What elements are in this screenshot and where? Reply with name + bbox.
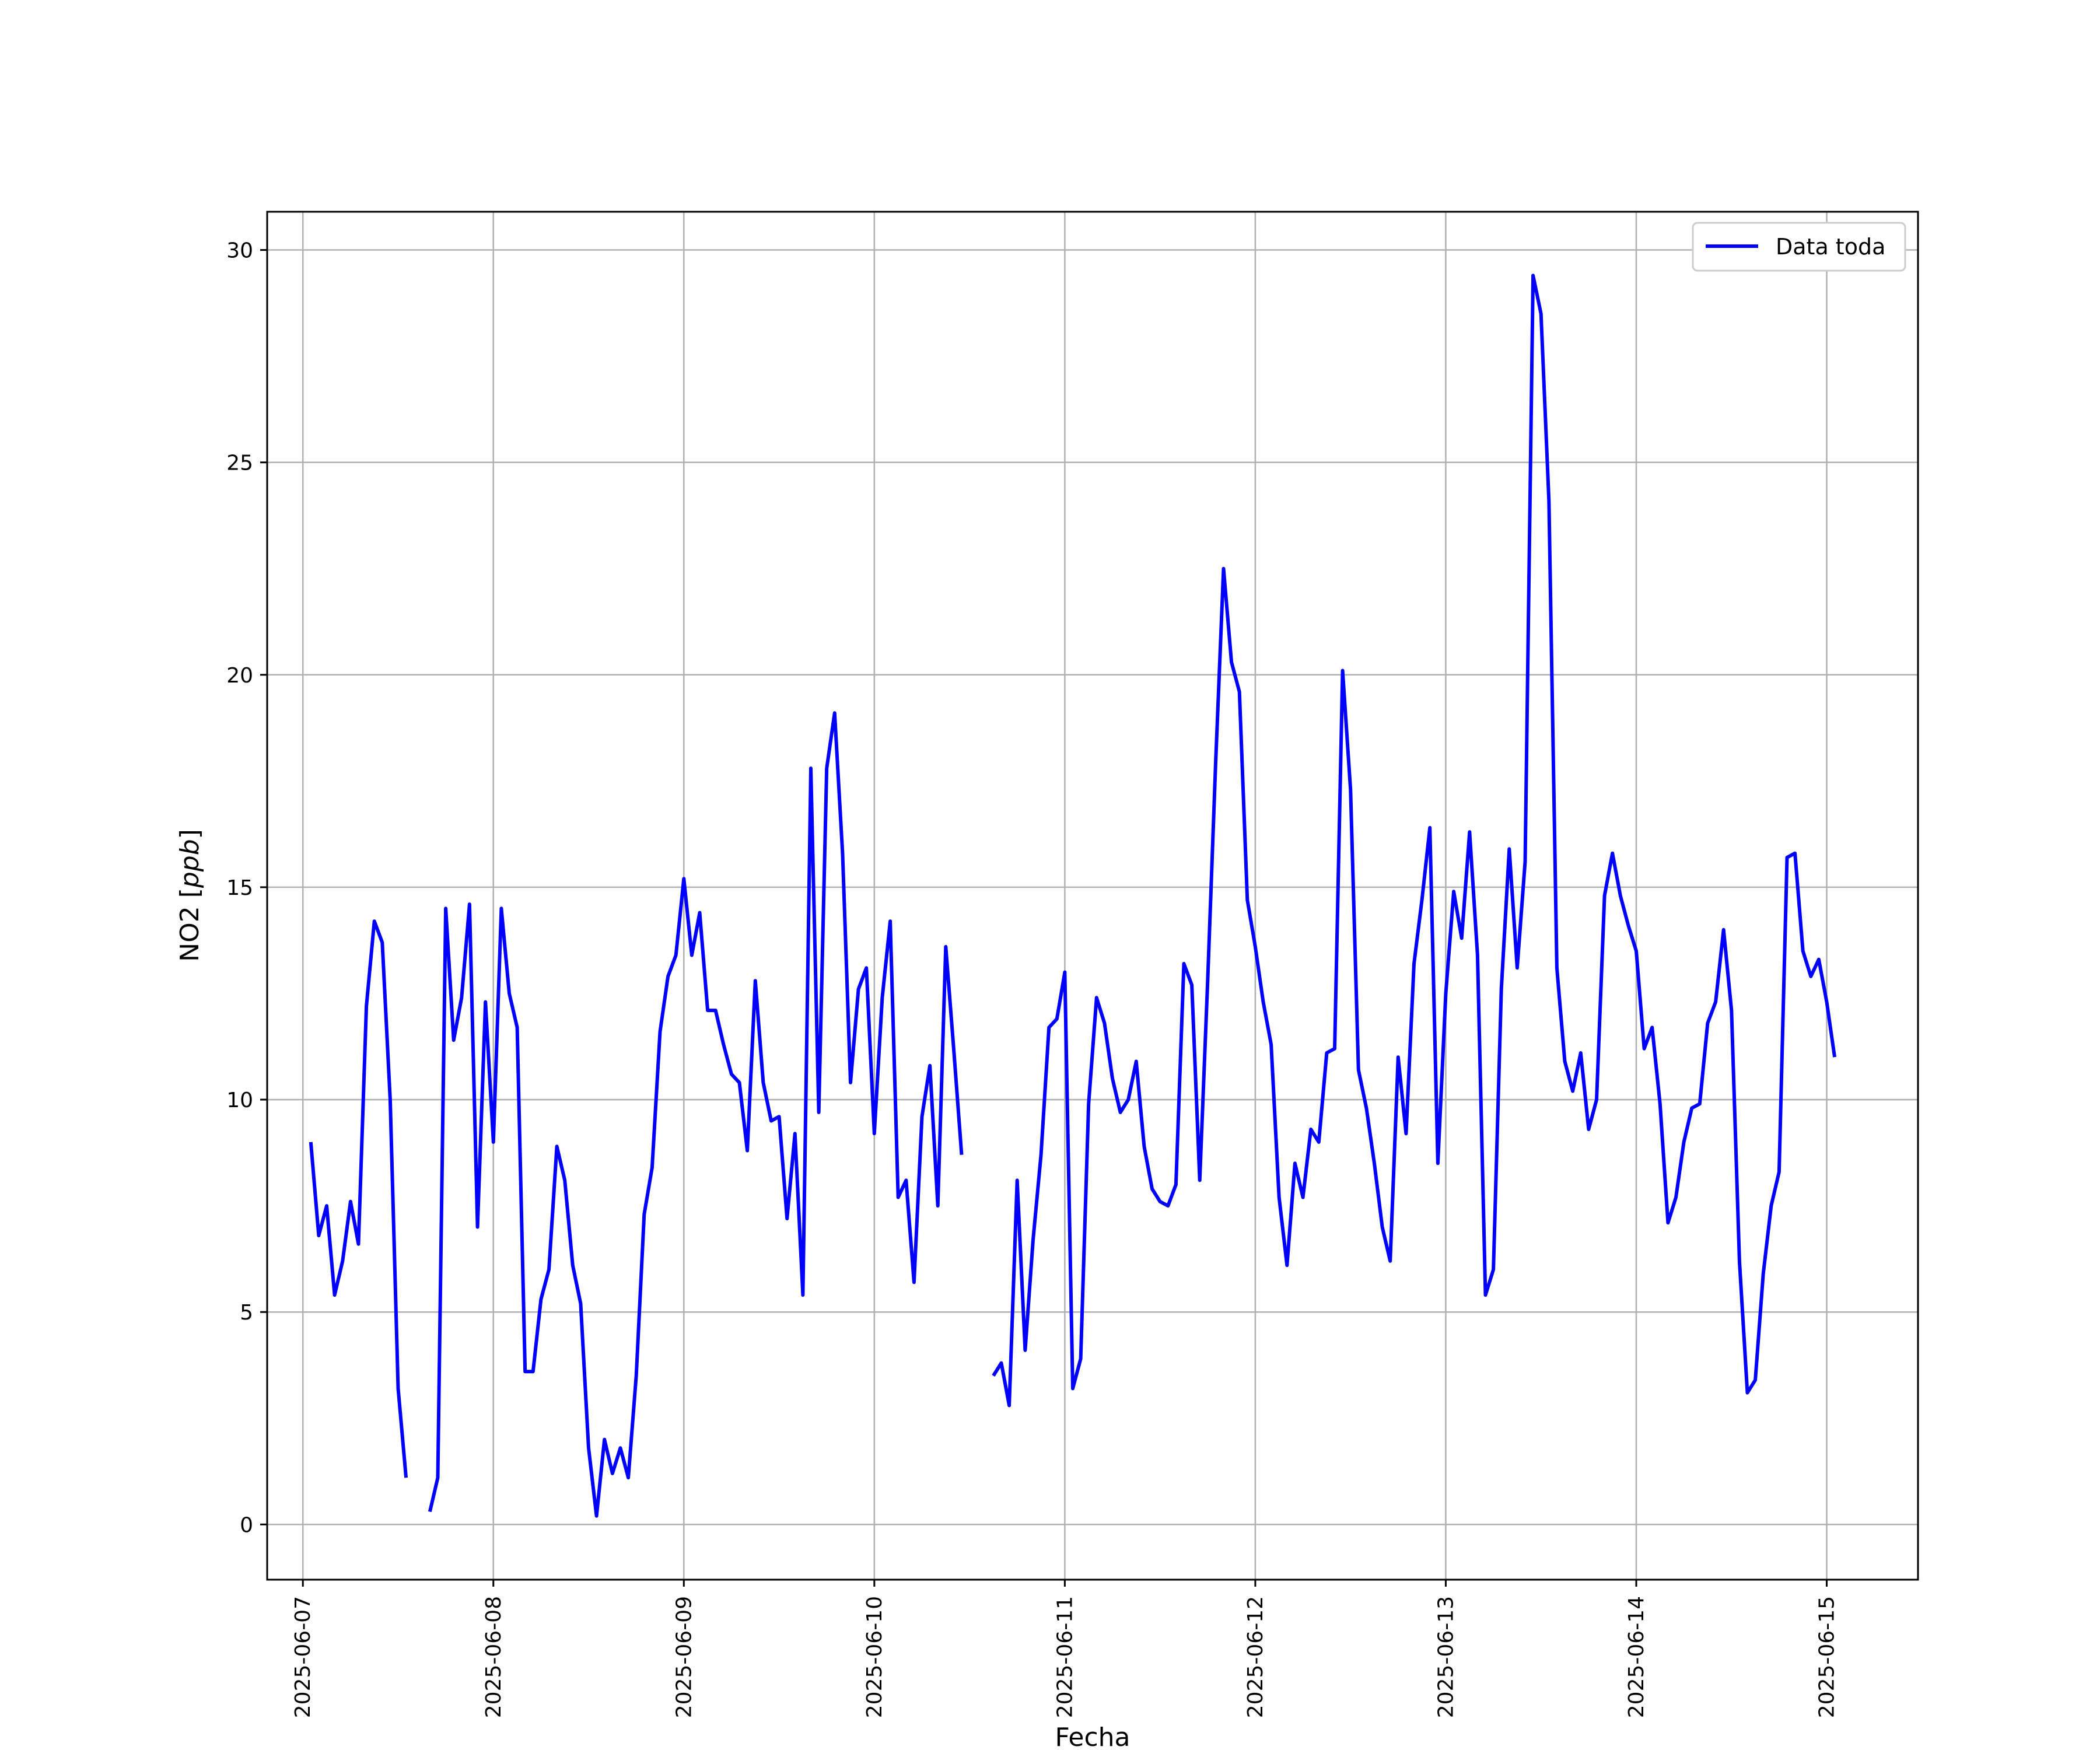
series-line-segment-1 <box>428 711 964 1518</box>
y-tick-label: 20 <box>226 664 253 688</box>
x-tick-label: 2025-06-12 <box>1244 1596 1268 1718</box>
x-tick-label: 2025-06-15 <box>1815 1596 1839 1718</box>
y-axis-label-main: NO2 [ <box>175 888 205 962</box>
x-tick-label: 2025-06-14 <box>1625 1596 1648 1718</box>
x-tick-label: 2025-06-09 <box>672 1596 696 1718</box>
y-tick-label: 25 <box>226 452 253 475</box>
legend-box <box>1692 222 1906 272</box>
y-axis-label-unit: ppb <box>175 839 205 888</box>
grid-lines <box>267 212 1918 1580</box>
x-tick-label: 2025-06-10 <box>863 1596 887 1718</box>
x-tick-label: 2025-06-13 <box>1434 1596 1458 1718</box>
x-tick-label: 2025-06-07 <box>291 1596 315 1718</box>
series-layer <box>309 274 1837 1518</box>
x-tick-label: 2025-06-11 <box>1053 1596 1077 1718</box>
legend: Data toda <box>1692 222 1906 272</box>
series-line-segment-2 <box>992 274 1837 1408</box>
y-axis-label-close: ] <box>175 829 205 839</box>
legend-label-data-toda: Data toda <box>1776 234 1885 260</box>
x-axis-label: Fecha <box>1055 1723 1130 1750</box>
y-tick-label: 10 <box>226 1088 253 1112</box>
plot-area-frame <box>266 211 1919 1581</box>
y-tick-label: 15 <box>226 876 253 900</box>
y-tick-label: 5 <box>240 1301 253 1325</box>
y-tick-label: 0 <box>240 1513 253 1537</box>
y-tick-label: 30 <box>226 239 253 263</box>
series-line-segment-0 <box>309 919 408 1478</box>
x-tick-label: 2025-06-08 <box>482 1596 506 1718</box>
axis-ticks: 2025-06-07 2025-06-08 2025-06-09 2025-06-10… <box>226 239 1839 1718</box>
y-axis-label: NO2 [ppb] <box>175 829 205 962</box>
